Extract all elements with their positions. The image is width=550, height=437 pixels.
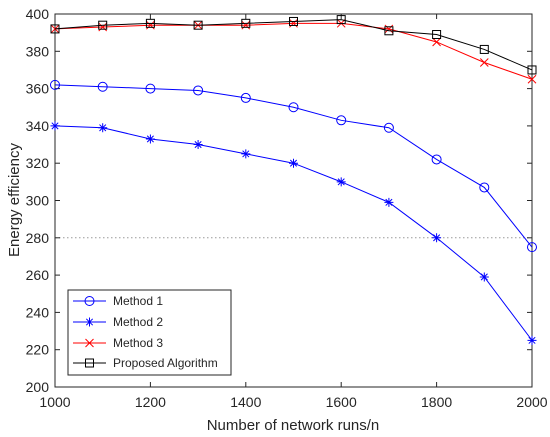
y-tick-label: 380 bbox=[26, 43, 50, 59]
legend-marker-symbol bbox=[85, 317, 94, 327]
data-point-method-1 bbox=[479, 182, 490, 193]
y-tick-label: 280 bbox=[26, 230, 50, 246]
data-point-proposed-algorithm bbox=[336, 15, 346, 25]
legend-marker-proposed-algorithm bbox=[85, 358, 94, 368]
legend-marker-symbol bbox=[85, 358, 94, 368]
data-point-method-2 bbox=[241, 149, 251, 159]
data-point-method-3 bbox=[432, 37, 441, 47]
data-point-method-2 bbox=[98, 123, 108, 133]
data-point-method-1 bbox=[97, 81, 108, 92]
data-point-method-2 bbox=[336, 177, 346, 187]
data-point-proposed-algorithm bbox=[479, 44, 489, 54]
y-tick-label: 200 bbox=[26, 379, 50, 395]
data-point-method-3 bbox=[527, 74, 537, 84]
data-point-proposed-algorithm bbox=[193, 20, 203, 30]
data-point-method-1 bbox=[431, 154, 442, 165]
series-proposed-algorithm bbox=[50, 15, 537, 75]
legend-label-proposed-algorithm: Proposed Algorithm bbox=[113, 356, 218, 370]
data-point-method-3 bbox=[384, 24, 394, 34]
y-tick-label: 400 bbox=[26, 6, 50, 22]
data-point-proposed-algorithm bbox=[289, 16, 298, 26]
y-axis: 200 220 240 260 280 300 320 340 360 380 400 bbox=[26, 6, 532, 395]
data-point-method-3 bbox=[98, 22, 108, 32]
y-tick-label: 260 bbox=[26, 267, 50, 283]
data-point-method-1 bbox=[240, 92, 251, 103]
legend: Method 1 Method 2 Method 3 Proposed Algo… bbox=[67, 289, 232, 376]
legend-label-method-3: Method 3 bbox=[113, 336, 163, 350]
data-point-method-2 bbox=[432, 233, 442, 243]
data-point-method-2 bbox=[193, 140, 203, 150]
legend-marker-method-1 bbox=[84, 296, 95, 306]
y-tick-label: 320 bbox=[26, 155, 50, 171]
legend-box bbox=[67, 289, 232, 376]
data-point-proposed-algorithm bbox=[384, 26, 394, 36]
legend-entry-method-1: Method 1 bbox=[73, 294, 163, 308]
data-point-proposed-algorithm bbox=[432, 30, 442, 40]
data-point-method-2 bbox=[479, 272, 489, 282]
series-method-1 bbox=[50, 79, 537, 253]
legend-marker-symbol bbox=[85, 338, 94, 348]
data-point-proposed-algorithm bbox=[50, 24, 60, 34]
y-tick-label: 300 bbox=[26, 193, 50, 209]
y-axis-label: Energy efficiency bbox=[6, 143, 23, 257]
y-tick-label: 340 bbox=[26, 118, 50, 134]
y-tick-label: 240 bbox=[26, 304, 50, 320]
data-point-proposed-algorithm bbox=[241, 18, 251, 28]
data-point-method-1 bbox=[288, 102, 299, 113]
x-tick-label: 1200 bbox=[135, 394, 166, 410]
data-point-method-1 bbox=[527, 242, 537, 253]
data-point-method-1 bbox=[383, 122, 394, 133]
x-tick-label: 2000 bbox=[516, 394, 547, 410]
data-point-method-2 bbox=[527, 335, 537, 345]
data-point-method-3 bbox=[241, 20, 251, 30]
data-point-proposed-algorithm bbox=[527, 65, 537, 75]
data-point-method-1 bbox=[50, 79, 60, 90]
x-tick-label: 1800 bbox=[421, 394, 452, 410]
x-tick-label: 1400 bbox=[230, 394, 261, 410]
data-point-proposed-algorithm bbox=[98, 20, 108, 30]
x-axis: 1000 1200 1400 1600 1800 2000 bbox=[39, 14, 548, 410]
legend-marker-method-3 bbox=[85, 338, 94, 348]
legend-marker-method-2 bbox=[85, 317, 94, 327]
data-point-method-1 bbox=[336, 115, 347, 126]
legend-label-method-2: Method 2 bbox=[113, 315, 163, 329]
legend-marker-symbol bbox=[84, 296, 95, 306]
data-point-method-2 bbox=[289, 158, 298, 168]
series-method-3 bbox=[50, 18, 537, 84]
data-point-method-3 bbox=[146, 20, 155, 30]
data-point-method-3 bbox=[479, 58, 489, 67]
series-line-proposed-algorithm bbox=[54, 19, 533, 71]
y-tick-label: 360 bbox=[26, 81, 50, 97]
data-point-method-2 bbox=[145, 134, 155, 144]
data-point-method-2 bbox=[384, 197, 394, 207]
data-point-method-1 bbox=[193, 85, 204, 96]
data-point-proposed-algorithm bbox=[145, 18, 155, 28]
data-point-method-3 bbox=[289, 18, 298, 28]
data-point-method-1 bbox=[145, 83, 156, 94]
legend-entry-method-2: Method 2 bbox=[73, 315, 163, 329]
data-point-method-2 bbox=[50, 121, 60, 131]
series-method-2 bbox=[50, 121, 537, 345]
y-tick-label: 220 bbox=[26, 342, 50, 358]
series-layer bbox=[50, 15, 537, 345]
x-axis-label: Number of network runs/n bbox=[207, 417, 380, 434]
x-tick-label: 1000 bbox=[39, 394, 70, 410]
legend-label-method-1: Method 1 bbox=[113, 294, 163, 308]
legend-entry-method-3: Method 3 bbox=[73, 336, 163, 350]
series-line-method-1 bbox=[54, 84, 533, 248]
legend-entry-proposed-algorithm: Proposed Algorithm bbox=[73, 356, 218, 370]
x-tick-label: 1600 bbox=[326, 394, 357, 410]
